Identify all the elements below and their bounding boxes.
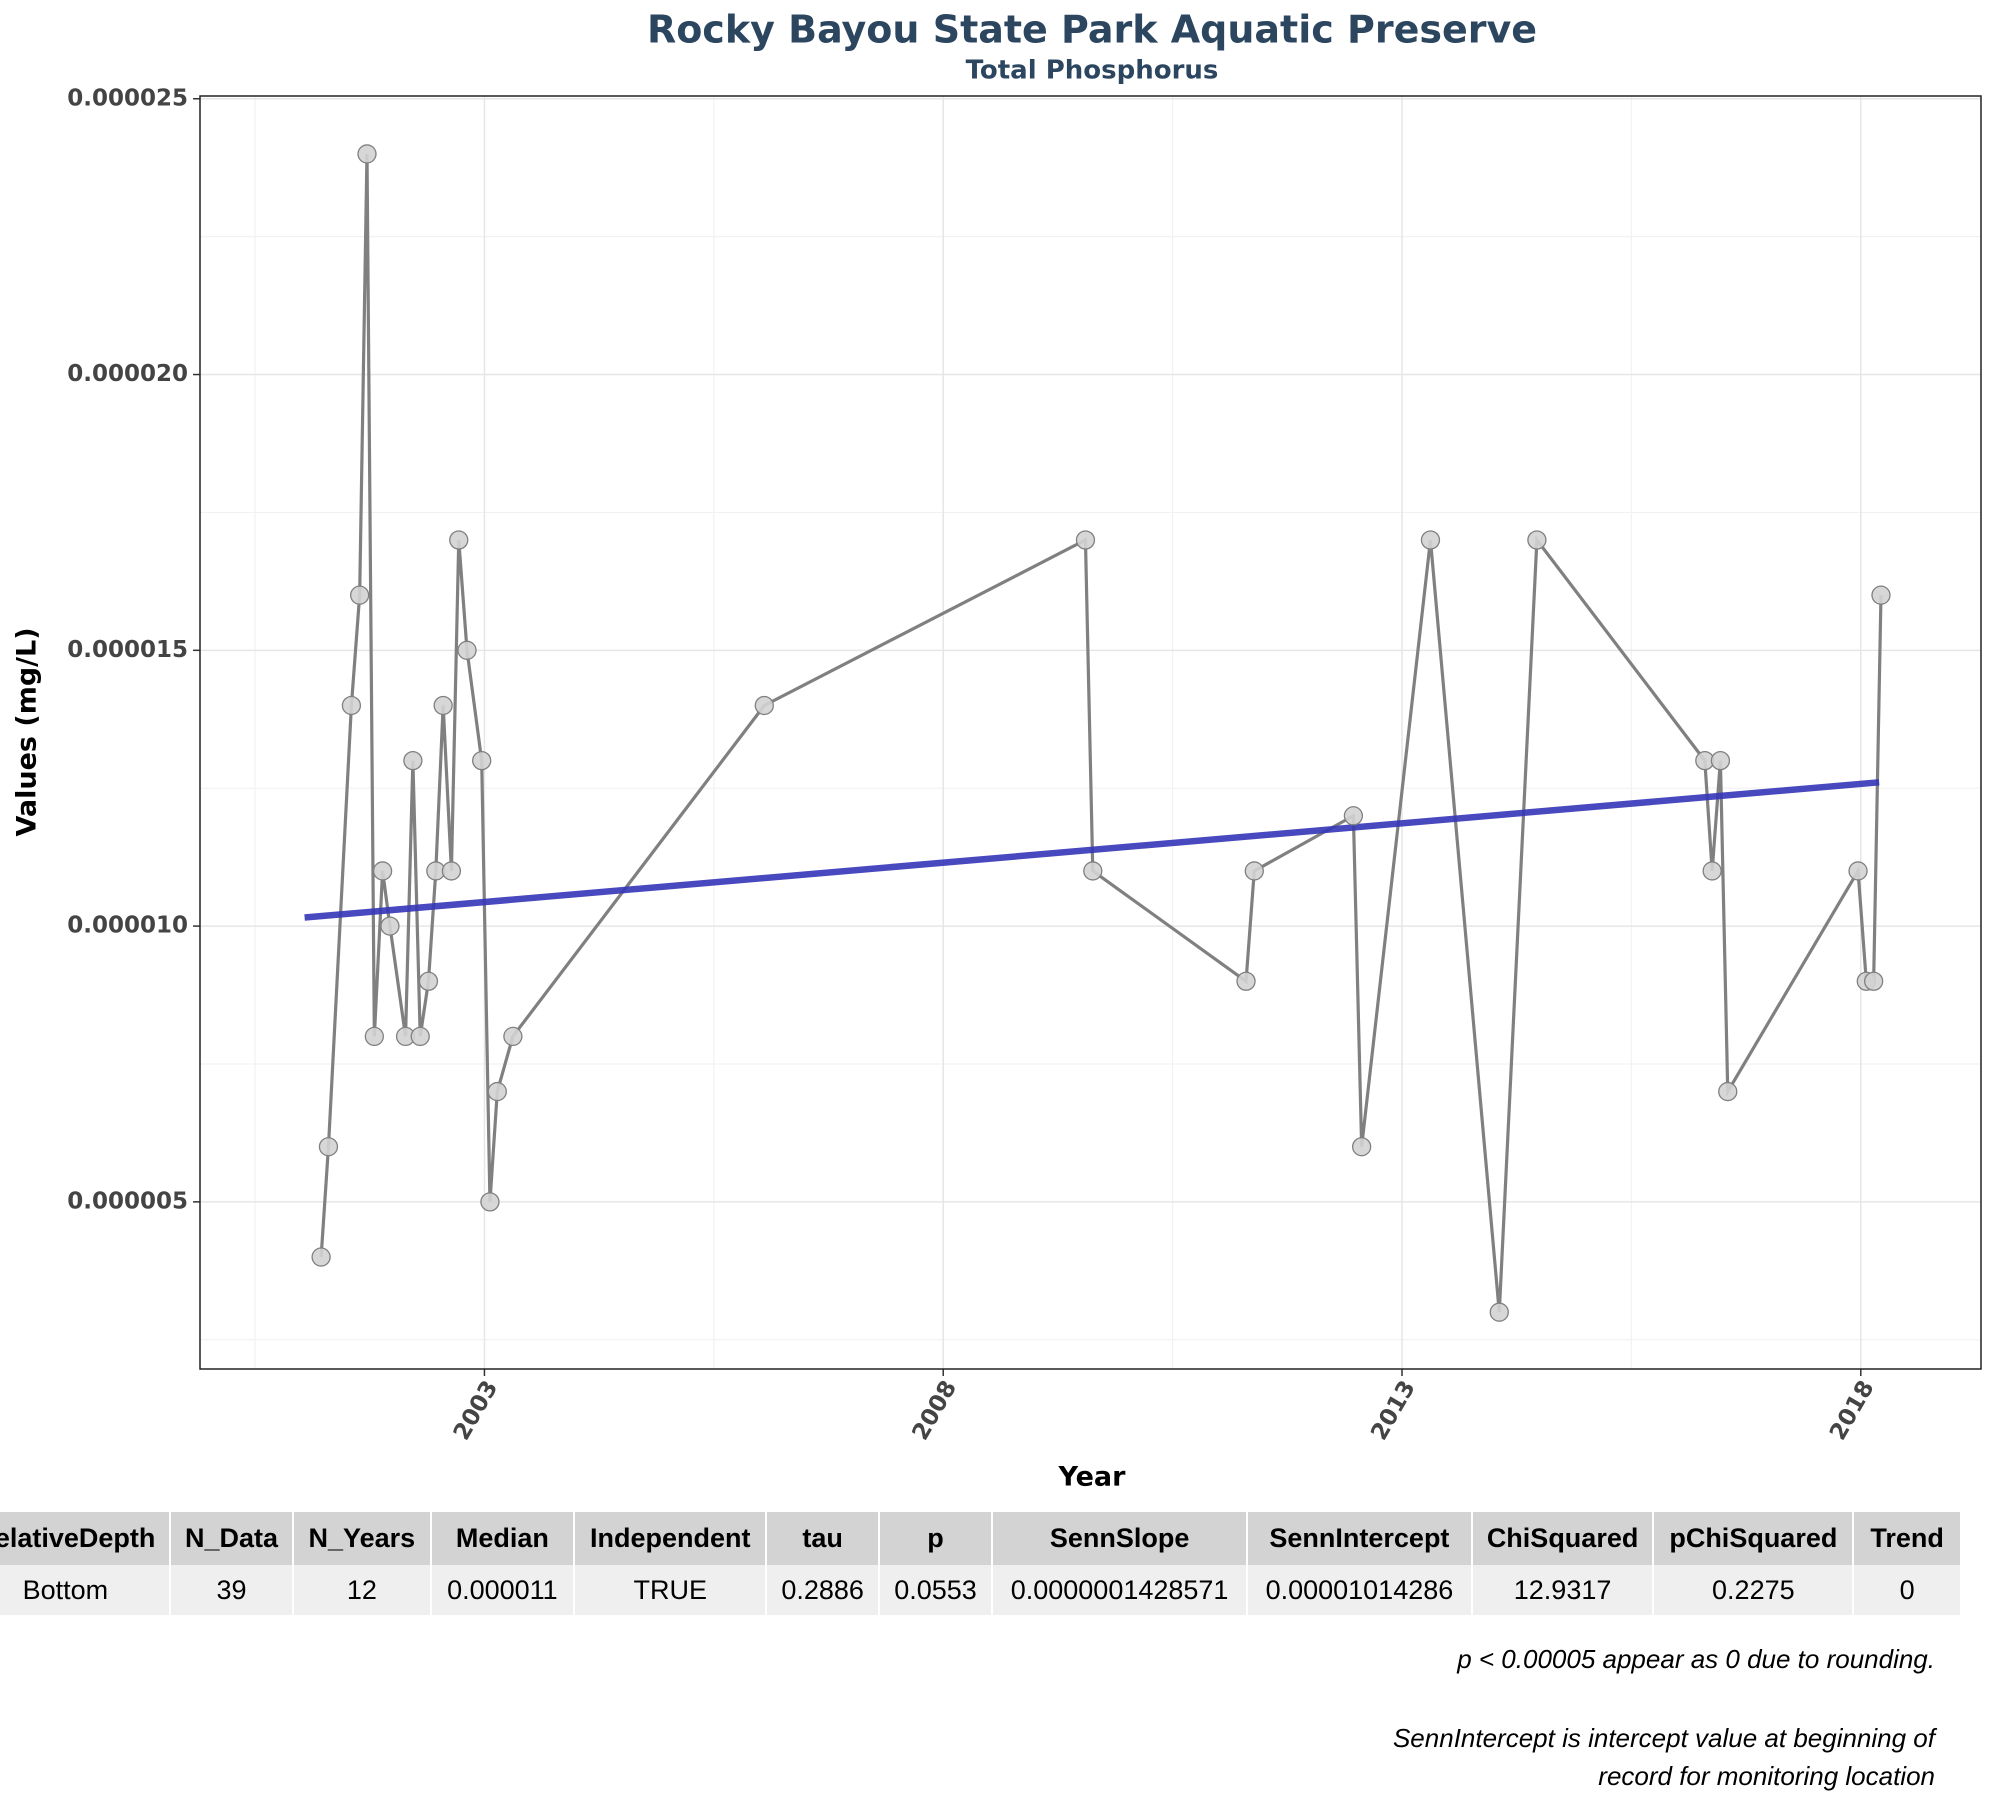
table-cell: 0.000011 bbox=[430, 1565, 576, 1615]
y-tick-label: 0.000025 bbox=[67, 85, 188, 111]
table-cell: 12 bbox=[293, 1565, 432, 1615]
plot-border bbox=[199, 95, 1982, 1370]
table-cell: 0.2886 bbox=[766, 1565, 880, 1615]
header-cell: pChiSquared bbox=[1653, 1512, 1855, 1565]
data-point bbox=[1343, 806, 1364, 826]
data-point bbox=[1075, 530, 1096, 550]
data-point bbox=[1871, 585, 1891, 605]
data-point bbox=[372, 861, 393, 881]
header-cell: ChiSquared bbox=[1471, 1512, 1655, 1565]
y-tick-label: 0.000010 bbox=[67, 913, 188, 939]
data-point bbox=[1527, 530, 1547, 550]
table-cell: Bottom bbox=[0, 1565, 171, 1615]
data-point bbox=[457, 640, 477, 660]
data-point bbox=[1489, 1302, 1509, 1322]
trend-line bbox=[304, 779, 1880, 921]
data-point bbox=[318, 1137, 339, 1157]
y-tick-label: 0.000005 bbox=[67, 1188, 188, 1214]
data-point bbox=[1244, 861, 1264, 881]
data-point bbox=[350, 585, 370, 605]
data-point bbox=[380, 916, 400, 936]
y-tick-label: 0.000020 bbox=[67, 361, 188, 387]
data-point bbox=[1863, 971, 1884, 991]
data-point bbox=[1702, 861, 1722, 881]
x-axis-title: Year bbox=[1058, 1462, 1127, 1493]
table-cell: 0.0553 bbox=[878, 1565, 994, 1615]
table-cell: 12.9317 bbox=[1471, 1565, 1655, 1615]
data-point bbox=[1083, 861, 1103, 881]
x-tick-label: 2003 bbox=[449, 1376, 504, 1444]
data-point bbox=[472, 750, 492, 771]
data-point bbox=[1351, 1137, 1372, 1157]
data-point bbox=[403, 750, 423, 771]
header-row: RelativeDepthN_DataN_YearsMedianIndepend… bbox=[0, 1512, 1962, 1565]
header-cell: N_Data bbox=[169, 1512, 295, 1565]
header-cell: tau bbox=[766, 1512, 880, 1565]
note: SennIntercept is intercept value at begi… bbox=[1392, 1723, 1935, 1753]
data-point bbox=[1718, 1081, 1738, 1102]
data-point bbox=[410, 1026, 430, 1047]
y-axis-title: Values (mg/L) bbox=[12, 627, 43, 836]
note: p < 0.00005 appear as 0 due to rounding. bbox=[1457, 1644, 1935, 1674]
x-tick-label: 2018 bbox=[1825, 1376, 1880, 1444]
header-cell: SennIntercept bbox=[1247, 1512, 1473, 1565]
data-point bbox=[418, 971, 439, 991]
data-point bbox=[441, 861, 462, 881]
header-cell: N_Years bbox=[293, 1512, 432, 1565]
note: record for monitoring location bbox=[1598, 1761, 1935, 1791]
data-line bbox=[319, 153, 1883, 1313]
header-cell: RelativeDepth bbox=[0, 1512, 171, 1565]
data-point bbox=[1848, 861, 1868, 881]
header-cell: SennSlope bbox=[992, 1512, 1248, 1565]
chart-title: Rocky Bayou State Park Aquatic Preserve bbox=[647, 8, 1537, 52]
table-cell: 39 bbox=[169, 1565, 295, 1615]
table-cell: 0.00001014286 bbox=[1247, 1565, 1473, 1615]
y-tick-label: 0.000015 bbox=[67, 637, 188, 663]
chart: Rocky Bayou State Park Aquatic Preserve … bbox=[12, 8, 1982, 1493]
data-point bbox=[364, 1026, 384, 1047]
table-cell: 0.0000001428571 bbox=[992, 1565, 1248, 1615]
table-body: Bottom 39 12 0.000011 TRUE 0.2886 0.0553 0.0000… bbox=[0, 1565, 1962, 1615]
x-tick-label: 2013 bbox=[1366, 1376, 1421, 1444]
table-row: Bottom 39 12 0.000011 TRUE 0.2886 0.0553 0.0000… bbox=[0, 1565, 1962, 1615]
data-point bbox=[433, 695, 453, 716]
x-tick-label: 2008 bbox=[908, 1376, 963, 1444]
data-point bbox=[341, 695, 362, 716]
data-point bbox=[1236, 971, 1256, 991]
data-point bbox=[357, 144, 377, 164]
data-point bbox=[1710, 750, 1731, 771]
header-cell: Median bbox=[430, 1512, 576, 1565]
stats-table: RelativeDepthN_DataN_YearsMedianIndepend… bbox=[0, 1512, 1962, 1615]
data-point bbox=[503, 1026, 523, 1047]
data-point bbox=[480, 1192, 500, 1212]
data-point bbox=[311, 1247, 331, 1267]
header-cell: Independent bbox=[574, 1512, 768, 1565]
header-cell: Trend bbox=[1853, 1512, 1962, 1565]
table-cell: TRUE bbox=[574, 1565, 768, 1615]
data-point bbox=[1420, 530, 1441, 550]
data-point bbox=[449, 530, 469, 550]
chart-subtitle: Total Phosphorus bbox=[966, 56, 1219, 86]
table-cell: 0.2275 bbox=[1653, 1565, 1855, 1615]
header-cell: p bbox=[878, 1512, 994, 1565]
data-point bbox=[754, 695, 774, 716]
table-cell: 0 bbox=[1853, 1565, 1962, 1615]
data-point bbox=[487, 1081, 507, 1102]
